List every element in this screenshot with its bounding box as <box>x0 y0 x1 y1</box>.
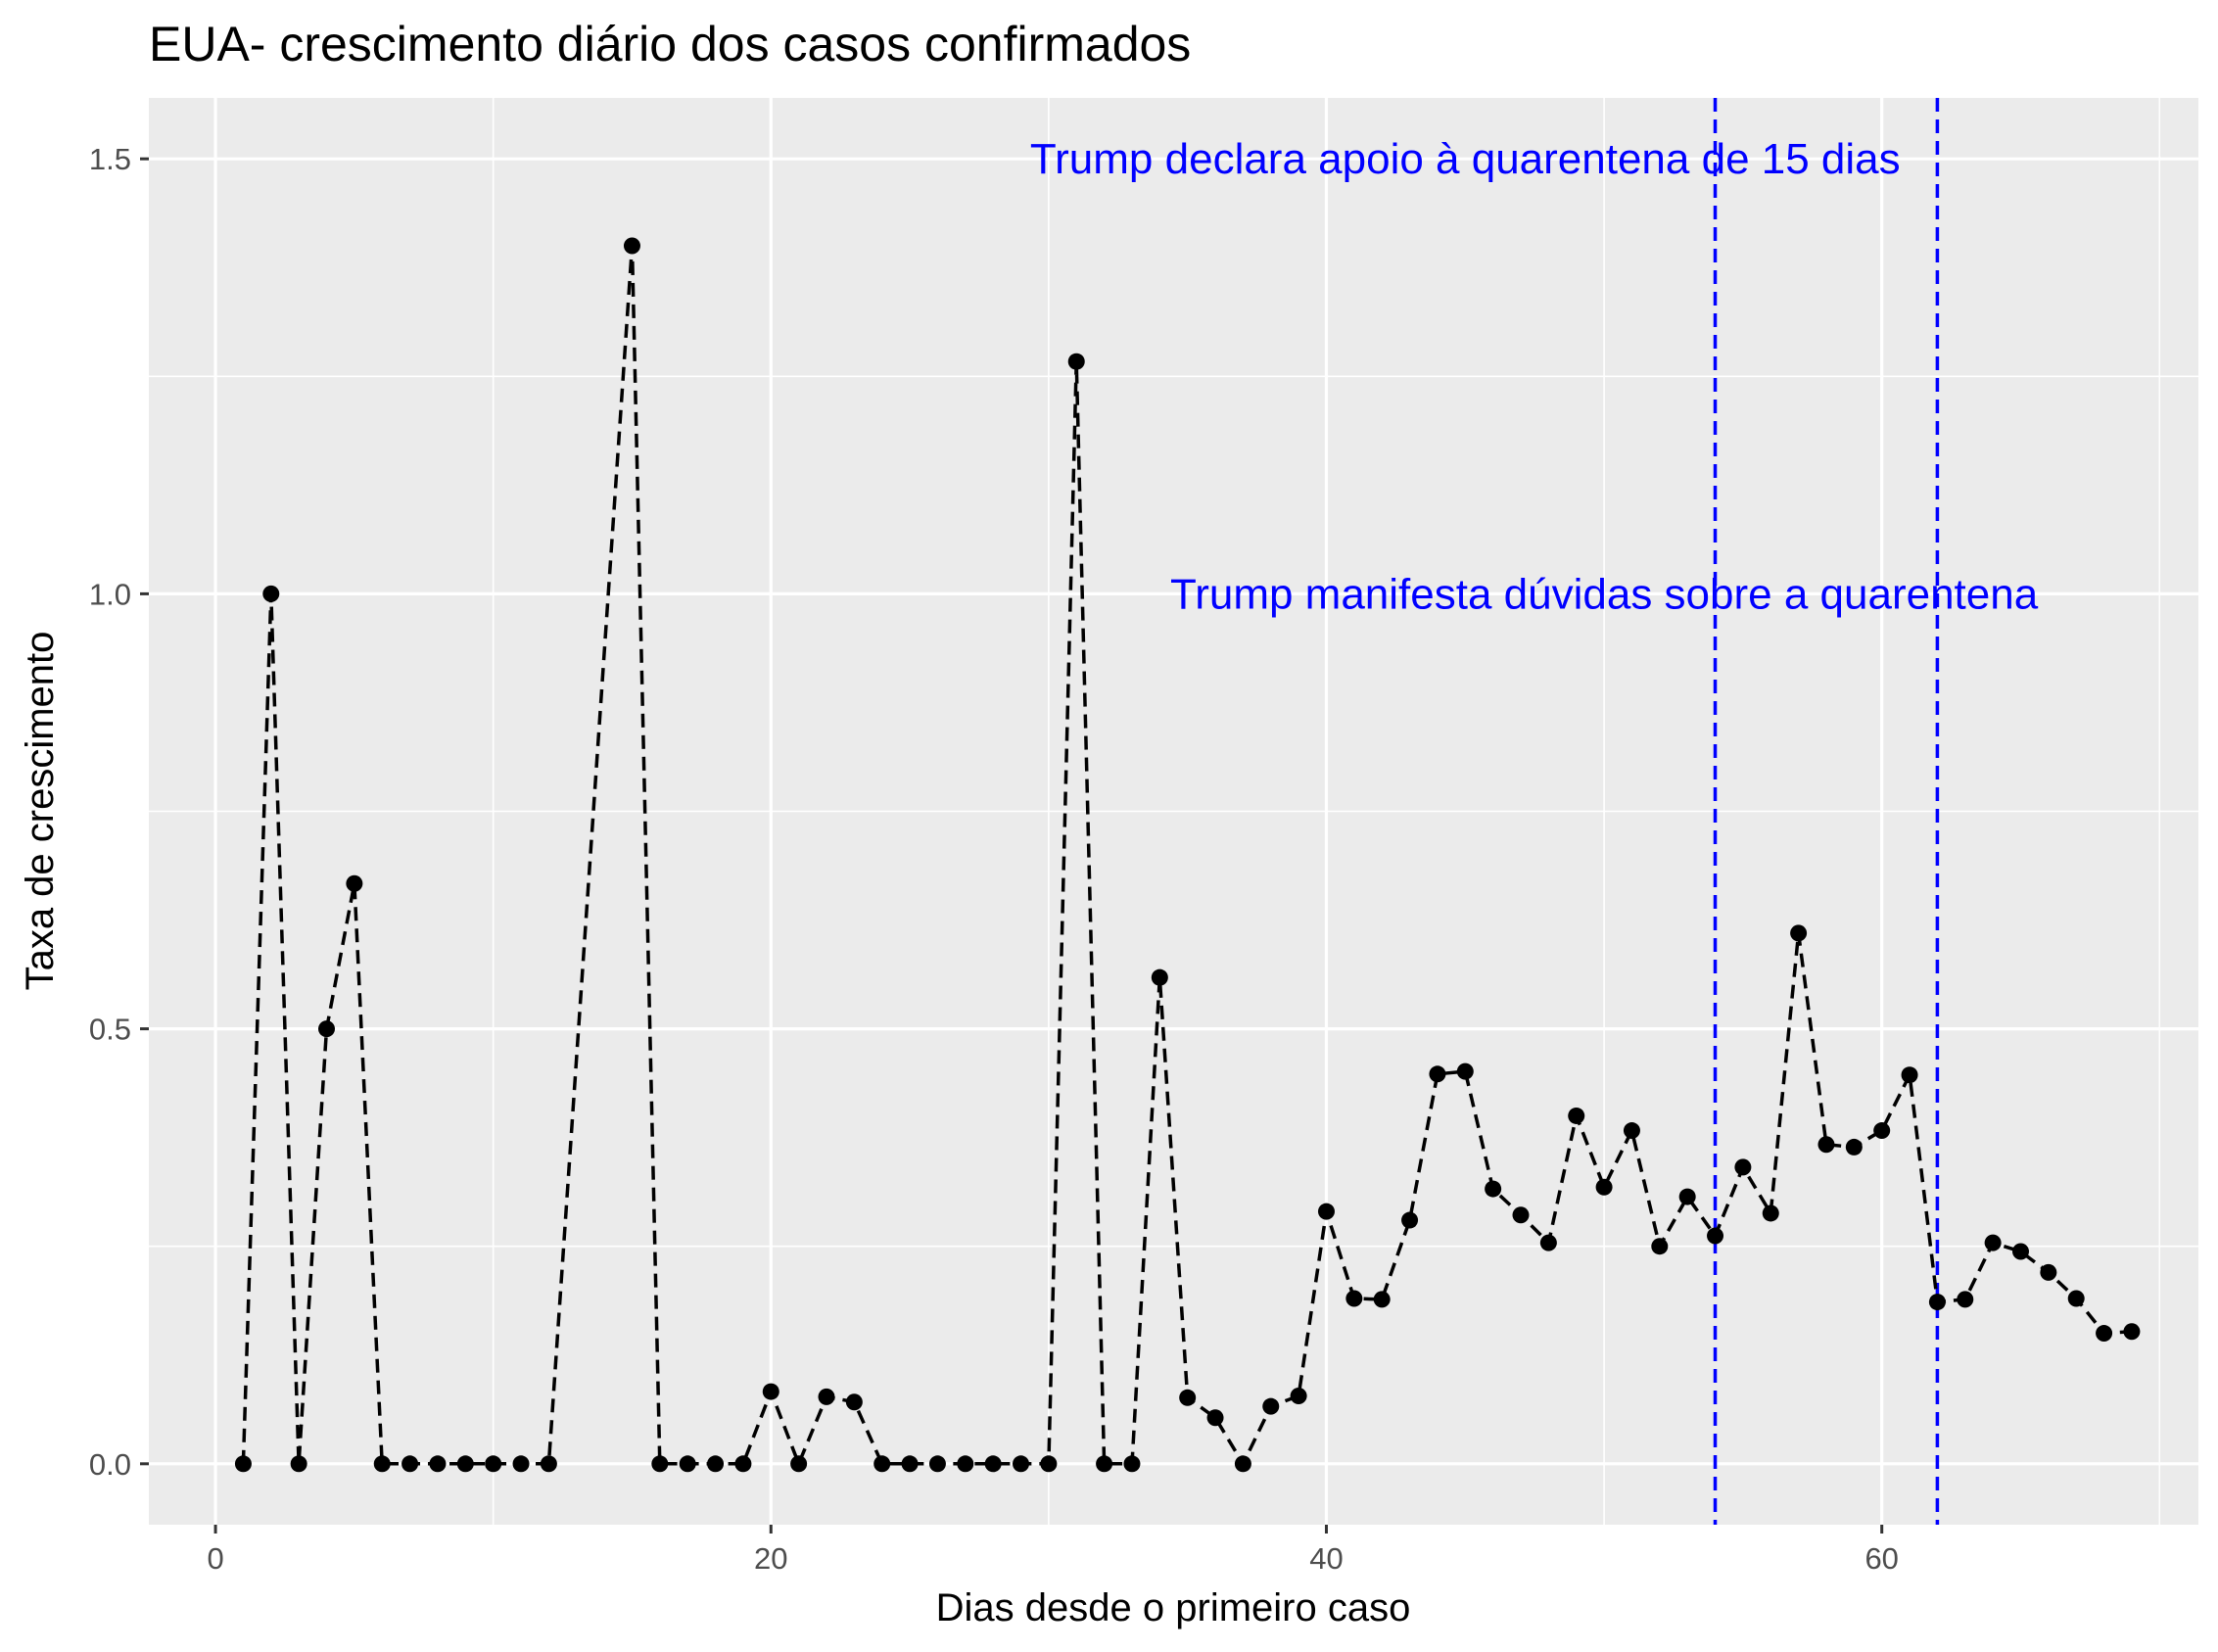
data-point <box>734 1455 752 1473</box>
data-point <box>1651 1238 1669 1255</box>
chart-title: EUA- crescimento diário dos casos confir… <box>149 17 1191 71</box>
data-point <box>1401 1211 1419 1229</box>
data-point <box>873 1455 891 1473</box>
data-point <box>623 237 640 255</box>
data-point <box>1678 1188 1696 1205</box>
data-point <box>540 1455 557 1473</box>
data-point <box>290 1455 307 1473</box>
y-axis-title: Taxa de crescimento <box>19 632 62 991</box>
data-point <box>1234 1455 1251 1473</box>
data-point <box>1928 1294 1946 1311</box>
data-point <box>346 874 363 892</box>
data-point <box>1206 1409 1224 1427</box>
x-tick-label: 20 <box>754 1541 787 1576</box>
data-point <box>1901 1066 1918 1084</box>
data-point <box>1845 1138 1863 1156</box>
data-point <box>845 1393 863 1411</box>
data-point <box>1179 1389 1197 1406</box>
data-point <box>234 1455 252 1473</box>
data-point <box>1373 1291 1391 1308</box>
data-point <box>651 1455 669 1473</box>
data-point <box>1151 968 1168 986</box>
data-point <box>679 1455 696 1473</box>
data-point <box>1707 1227 1724 1245</box>
y-axis-ticks: 0.0 0.5 1.0 1.5 <box>89 142 149 1482</box>
data-point <box>1762 1204 1779 1222</box>
data-point <box>485 1455 502 1473</box>
data-point <box>1539 1234 1557 1251</box>
data-point <box>1817 1136 1835 1154</box>
event-lines <box>1713 98 1940 1525</box>
data-point <box>262 585 280 602</box>
data-point <box>1485 1180 1502 1198</box>
data-point <box>1456 1062 1474 1080</box>
data-point <box>1568 1107 1585 1124</box>
y-tick-label: 0.5 <box>89 1013 131 1047</box>
grid-minor <box>149 98 2198 1525</box>
grid-major <box>149 98 2198 1525</box>
data-point <box>512 1455 530 1473</box>
y-tick-label: 1.0 <box>89 577 131 611</box>
data-point <box>1040 1455 1058 1473</box>
data-point <box>1873 1122 1891 1140</box>
annotation-quarantine-support: Trump declara apoio à quarentena de 15 d… <box>1030 135 1901 183</box>
data-point <box>928 1455 946 1473</box>
data-point <box>1345 1290 1363 1307</box>
annotation-quarantine-doubts: Trump manifesta dúvidas sobre a quarente… <box>1170 570 2039 618</box>
data-point <box>957 1455 974 1473</box>
x-axis-ticks: 0 20 40 60 <box>207 1525 1899 1576</box>
data-point <box>1123 1455 1141 1473</box>
data-point <box>1984 1234 2002 1251</box>
y-tick-label: 1.5 <box>89 142 131 176</box>
data-point <box>1623 1122 1640 1140</box>
x-tick-label: 40 <box>1309 1541 1343 1576</box>
data-point <box>762 1383 779 1400</box>
data-point <box>1512 1206 1530 1224</box>
data-point <box>818 1388 835 1405</box>
x-tick-label: 0 <box>207 1541 223 1576</box>
data-point <box>318 1020 336 1038</box>
data-point <box>2011 1243 2029 1260</box>
data-point <box>1957 1291 1974 1308</box>
data-point <box>984 1455 1002 1473</box>
data-point <box>1429 1065 1446 1083</box>
data-point <box>1262 1397 1280 1415</box>
data-point <box>2123 1323 2141 1341</box>
data-point <box>401 1455 419 1473</box>
data-point <box>1096 1455 1113 1473</box>
data-point <box>373 1455 391 1473</box>
data-point <box>1013 1455 1030 1473</box>
data-point <box>1290 1388 1307 1405</box>
data-point <box>1067 353 1085 370</box>
data-point <box>1790 924 1808 942</box>
data-point <box>901 1455 919 1473</box>
data-points <box>234 237 2141 1473</box>
data-point <box>790 1455 808 1473</box>
data-point <box>2040 1263 2057 1281</box>
y-tick-label: 0.0 <box>89 1447 131 1482</box>
data-point <box>2067 1290 2085 1307</box>
data-point <box>1595 1178 1613 1196</box>
data-point <box>429 1455 447 1473</box>
data-point <box>1734 1158 1752 1176</box>
x-tick-label: 60 <box>1864 1541 1898 1576</box>
data-point <box>2096 1325 2113 1343</box>
x-axis-title: Dias desde o primeiro caso <box>936 1586 1411 1629</box>
data-point <box>707 1455 725 1473</box>
data-point <box>1317 1203 1335 1220</box>
data-point <box>456 1455 474 1473</box>
